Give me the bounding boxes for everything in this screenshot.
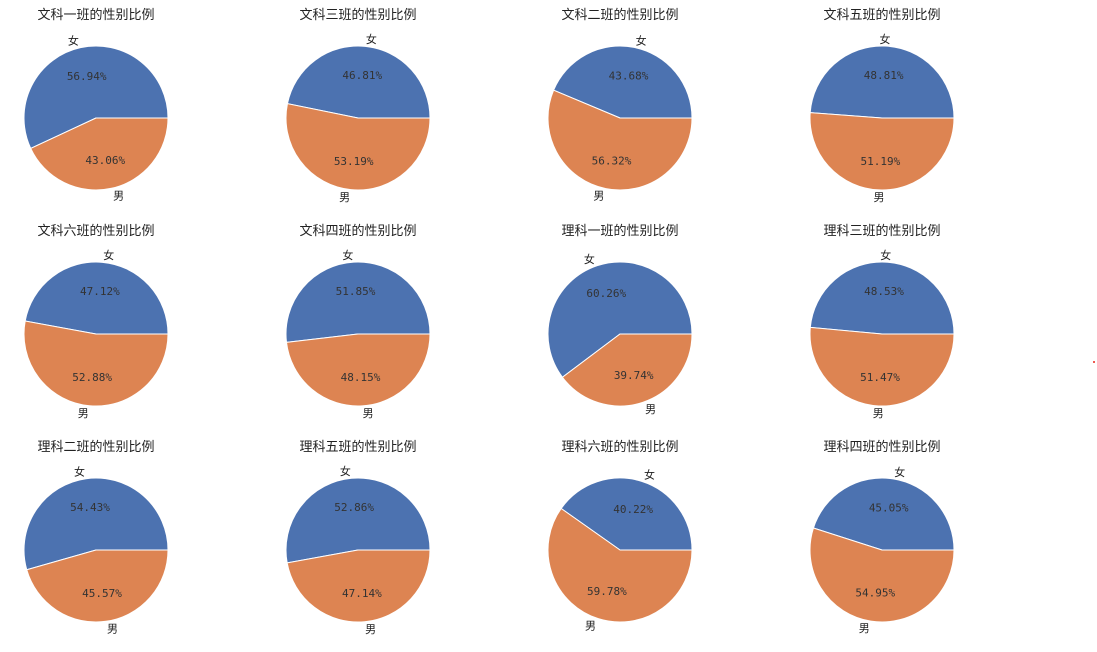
slice-percent-label: 43.06% <box>85 154 125 167</box>
slice-category-label: 女 <box>894 465 905 479</box>
female-slice <box>812 477 955 551</box>
female-slice <box>24 261 169 335</box>
female-slice <box>809 261 955 335</box>
slice-category-label: 男 <box>107 622 118 635</box>
slice-category-label: 男 <box>78 407 89 420</box>
male-slice <box>547 507 693 623</box>
female-slice <box>23 45 169 150</box>
slice-percent-label: 54.95% <box>855 587 895 600</box>
slice-category-label: 男 <box>859 622 870 635</box>
female-slice <box>809 45 955 119</box>
male-slice <box>286 549 431 623</box>
slice-category-label: 女 <box>74 465 85 479</box>
slice-percent-label: 45.05% <box>869 501 909 514</box>
slice-percent-label: 48.15% <box>341 371 381 384</box>
slice-percent-label: 46.81% <box>342 69 382 82</box>
slice-category-label: 女 <box>366 32 377 46</box>
slice-percent-label: 52.88% <box>72 371 112 384</box>
pie-chart-9: 理科二班的性别比例 54.43% 女 45.57% 男 <box>23 439 169 635</box>
chart-title: 理科一班的性别比例 <box>561 223 678 239</box>
pie-chart-12: 理科四班的性别比例 45.05% 女 54.95% 男 <box>809 439 955 635</box>
pie-chart-6: 文科四班的性别比例 51.85% 女 48.15% 男 <box>285 223 431 420</box>
slice-percent-label: 47.14% <box>342 587 382 600</box>
slice-percent-label: 60.26% <box>586 287 626 300</box>
slice-percent-label: 51.47% <box>860 371 900 384</box>
male-slice <box>30 117 169 191</box>
pie-chart-4: 文科五班的性别比例 48.81% 女 51.19% 男 <box>809 7 955 204</box>
chart-title: 文科五班的性别比例 <box>823 7 940 23</box>
slice-category-label: 男 <box>585 620 596 633</box>
slice-percent-label: 43.68% <box>609 70 649 83</box>
male-slice <box>809 112 955 191</box>
slice-category-label: 男 <box>339 191 350 204</box>
female-slice <box>23 477 169 571</box>
male-slice <box>547 89 693 191</box>
male-slice <box>285 333 431 407</box>
slice-percent-label: 54.43% <box>70 501 110 514</box>
chart-title: 文科二班的性别比例 <box>561 7 678 23</box>
male-slice <box>561 333 693 407</box>
chart-title: 理科六班的性别比例 <box>561 439 678 455</box>
pie-chart-10: 理科五班的性别比例 52.86% 女 47.14% 男 <box>285 439 431 636</box>
slice-category-label: 女 <box>68 34 79 48</box>
female-slice <box>560 477 693 551</box>
slice-category-label: 男 <box>873 407 884 420</box>
slice-category-label: 男 <box>113 189 124 202</box>
slice-percent-label: 40.22% <box>613 503 653 516</box>
male-slice <box>23 320 169 407</box>
slice-percent-label: 56.94% <box>67 70 107 83</box>
slice-category-label: 男 <box>874 191 885 204</box>
pie-chart-1: 文科一班的性别比例 56.94% 女 43.06% 男 <box>23 7 169 202</box>
slice-category-label: 男 <box>645 403 656 416</box>
slice-category-label: 男 <box>363 407 374 420</box>
female-slice <box>285 477 431 564</box>
chart-title: 理科四班的性别比例 <box>823 439 940 455</box>
chart-title: 文科六班的性别比例 <box>37 223 154 239</box>
slice-category-label: 女 <box>342 248 353 262</box>
slice-percent-label: 45.57% <box>82 587 122 600</box>
slice-percent-label: 56.32% <box>592 154 632 167</box>
pie-chart-3: 文科二班的性别比例 43.68% 女 56.32% 男 <box>547 7 693 203</box>
pie-chart-2: 文科三班的性别比例 46.81% 女 53.19% 男 <box>285 7 431 204</box>
pie-chart-7: 理科一班的性别比例 60.26% 女 39.74% 男 <box>547 223 693 416</box>
pie-chart-8: 理科三班的性别比例 48.53% 女 51.47% 男 <box>809 223 955 420</box>
male-slice <box>809 527 955 623</box>
chart-title: 文科四班的性别比例 <box>299 223 416 239</box>
slice-category-label: 男 <box>365 623 376 636</box>
slice-category-label: 女 <box>584 252 595 266</box>
female-slice <box>285 261 431 343</box>
female-slice <box>547 261 693 378</box>
male-slice <box>26 549 169 623</box>
slice-percent-label: 59.78% <box>587 585 627 598</box>
slice-category-label: 女 <box>880 32 891 46</box>
slice-category-label: 男 <box>593 190 604 203</box>
slice-percent-label: 51.85% <box>336 285 376 298</box>
slice-category-label: 女 <box>103 248 114 262</box>
slice-category-label: 女 <box>636 33 647 47</box>
slice-percent-label: 48.53% <box>864 285 904 298</box>
pie-chart-11: 理科六班的性别比例 40.22% 女 59.78% 男 <box>547 439 693 633</box>
slice-percent-label: 53.19% <box>334 155 374 168</box>
slice-category-label: 女 <box>644 468 655 482</box>
chart-title: 文科三班的性别比例 <box>299 7 416 23</box>
slice-category-label: 女 <box>340 464 351 478</box>
chart-title: 理科三班的性别比例 <box>823 223 940 239</box>
pie-chart-5: 文科六班的性别比例 47.12% 女 52.88% 男 <box>23 223 169 420</box>
stray-mark <box>1093 361 1095 363</box>
chart-title: 文科一班的性别比例 <box>37 7 154 23</box>
slice-percent-label: 52.86% <box>334 501 374 514</box>
slice-percent-label: 47.12% <box>80 285 120 298</box>
chart-title: 理科二班的性别比例 <box>37 439 154 455</box>
slice-percent-label: 39.74% <box>614 369 654 382</box>
female-slice <box>552 45 693 119</box>
female-slice <box>286 45 431 119</box>
chart-title: 理科五班的性别比例 <box>299 439 416 455</box>
slice-category-label: 女 <box>880 248 891 262</box>
male-slice <box>285 103 431 191</box>
slice-percent-label: 48.81% <box>864 69 904 82</box>
slice-percent-label: 51.19% <box>861 155 901 168</box>
male-slice <box>809 326 955 407</box>
